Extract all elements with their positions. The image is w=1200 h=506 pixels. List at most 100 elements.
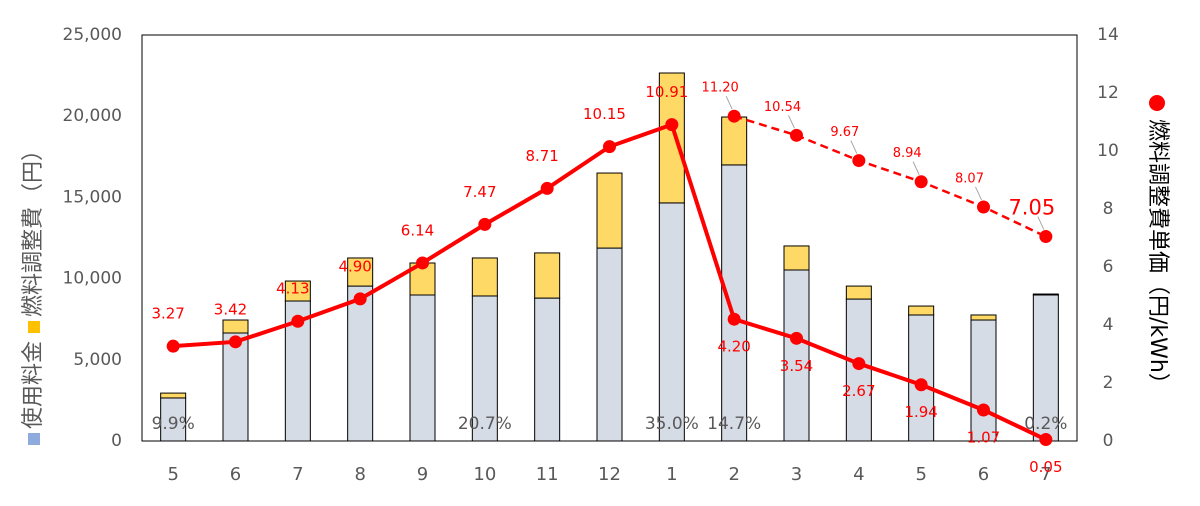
bar [160,392,187,399]
x-tick-label: 9 [417,464,428,485]
data-label: 1.07 [967,428,1000,446]
bar [721,164,748,442]
data-label: 4.90 [338,257,371,275]
line-marker [977,403,990,417]
data-label: 8.07 [955,171,984,186]
bar [347,257,374,287]
data-label: 10.54 [764,100,801,115]
data-label: 3.54 [780,357,813,375]
data-label: 0.05 [1029,458,1062,476]
x-tick-label: 5 [915,464,926,485]
data-label: 8.71 [525,147,558,165]
line-marker [166,339,180,353]
data-label: 10.91 [645,83,688,101]
line-marker [727,109,741,123]
bar [1032,293,1059,296]
legend-swatch [28,321,40,333]
line [733,115,1047,238]
line-marker [353,292,367,306]
line-marker [852,357,866,371]
line-marker [790,331,803,345]
line-marker [914,175,928,189]
percent-label: 35.0% [645,414,699,434]
x-tick-label: 3 [791,464,802,485]
data-label: 8.94 [893,146,922,161]
leader-line [1037,216,1045,230]
x-tick-label: 6 [230,464,241,485]
data-label: 11.20 [702,81,739,96]
y-tick-label: 20,000 [63,106,122,126]
y-tick-label: 5,000 [73,350,122,370]
bar [347,285,374,442]
x-tick-label: 8 [354,464,365,485]
legend-swatch [28,433,40,445]
percent-label: 9.9% [152,414,195,434]
x-tick-label: 7 [1040,464,1051,485]
bar [596,172,623,249]
y2-axis-legend: 燃料調整費単価 （円/kWh） [1145,95,1170,395]
bar [409,294,436,442]
bar [970,314,997,321]
y-axis-legend: 使用料金 燃料調整費 （円） [21,139,46,445]
y2-tick-label: 10 [1097,141,1119,161]
bar [596,247,623,442]
percent-label: 0.2% [1024,414,1067,434]
line-marker [727,312,741,326]
leader-line [788,115,795,129]
line-marker [790,128,803,142]
y2-tick-label: 4 [1103,315,1114,335]
leader-line [912,161,920,175]
data-label: 3.27 [151,305,184,323]
bar [908,314,935,442]
line-marker [291,314,305,328]
data-label: 1.94 [904,403,937,421]
legend-label: 燃料調整費単価 [1145,119,1170,273]
bar [471,257,498,297]
y-tick-label: 10,000 [63,269,122,289]
y2-axis-label: （円/kWh） [1145,273,1170,395]
y-axis-label: （円） [21,139,46,205]
bar [471,295,498,442]
bar [908,305,935,316]
line-marker [229,335,242,349]
percent-label: 20.7% [458,414,512,434]
x-tick-label: 6 [978,464,989,485]
data-label: 2.67 [842,382,875,400]
line-marker [852,154,866,168]
leader-line [725,95,733,110]
line-marker [540,181,554,195]
bar [783,269,810,442]
line-marker [1039,230,1053,244]
x-tick-label: 5 [167,464,178,485]
y2-tick-label: 8 [1103,199,1114,219]
data-label: 4.13 [276,280,309,298]
x-tick-label: 7 [292,464,303,485]
legend-label: 燃料調整費 [21,207,46,317]
leader-line [850,140,858,154]
line-marker [1039,433,1053,447]
line-marker [914,378,928,392]
line-marker [977,200,990,214]
x-tick-label: 1 [666,464,677,485]
line-marker [603,140,616,154]
y2-tick-label: 12 [1097,83,1119,103]
y2-tick-label: 2 [1103,373,1114,393]
bar [658,72,685,204]
bar [658,202,685,442]
y2-tick-label: 6 [1103,257,1114,277]
y-tick-label: 15,000 [63,187,122,207]
bar [222,319,249,334]
data-label: 9.67 [830,125,859,140]
bar [783,245,810,271]
x-tick-label: 10 [473,464,496,485]
bar [721,116,748,166]
y2-tick-label: 14 [1097,25,1119,45]
x-tick-label: 11 [536,464,559,485]
x-tick-label: 12 [598,464,621,485]
data-label: 7.47 [463,183,496,201]
percent-label: 14.7% [707,414,761,434]
bar [534,252,561,299]
data-label: 7.05 [1008,196,1055,220]
